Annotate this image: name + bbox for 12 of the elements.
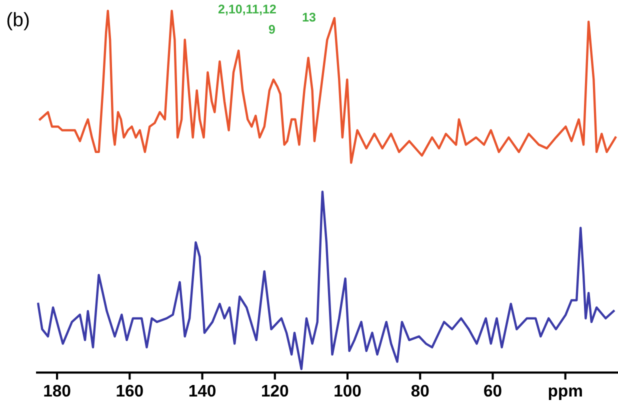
x-tick-label: 60 bbox=[484, 384, 502, 397]
x-tick-label: 140 bbox=[189, 384, 216, 397]
x-tick-label: 120 bbox=[262, 384, 288, 397]
text: (b) bbox=[7, 12, 29, 30]
x-tick-label: 160 bbox=[116, 384, 143, 397]
annotation: 13 bbox=[302, 12, 316, 22]
annotation: 2,10,11,12 bbox=[218, 4, 276, 16]
x-tick-label: 180 bbox=[44, 384, 70, 397]
x-tick-label: ppm bbox=[548, 387, 582, 400]
annotation: 9 bbox=[268, 24, 275, 34]
x-tick-label: 100 bbox=[334, 384, 361, 397]
x-tick-label: 80 bbox=[411, 384, 429, 397]
